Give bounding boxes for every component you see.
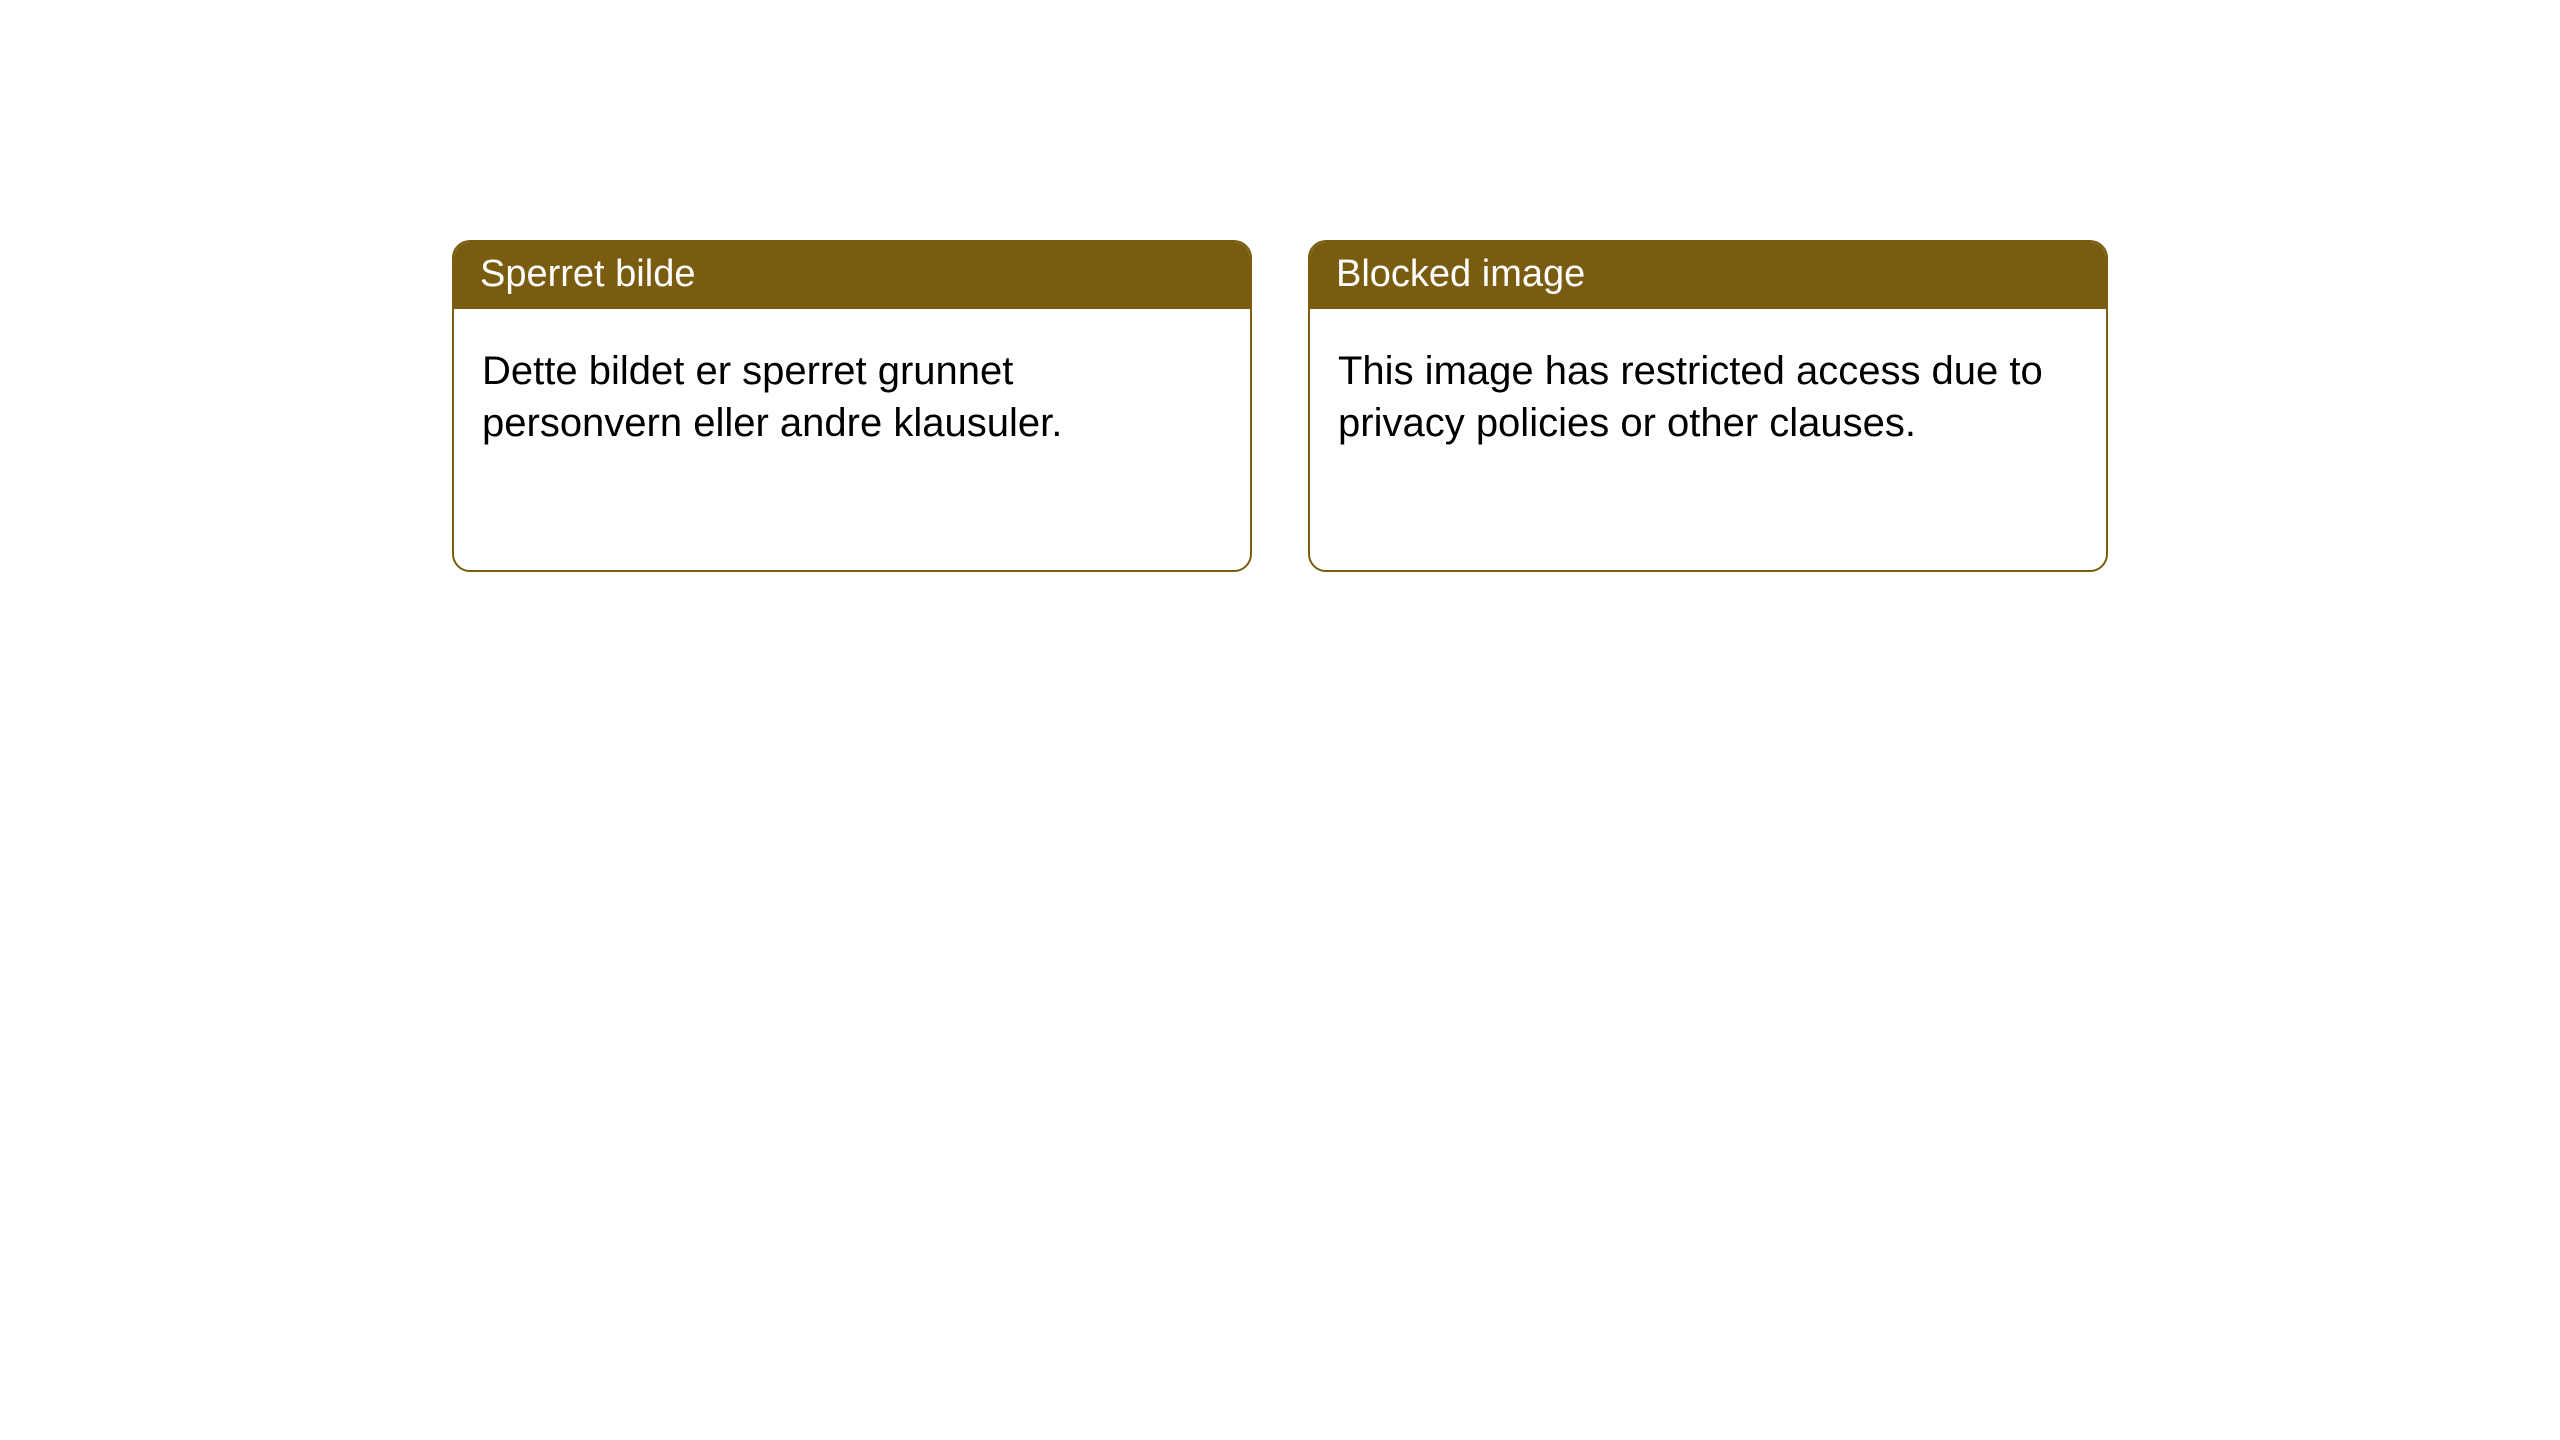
card-title: Blocked image [1336,253,1585,295]
card-header: Sperret bilde [454,242,1250,309]
card-header: Blocked image [1310,242,2106,309]
blocked-image-card-en: Blocked image This image has restricted … [1308,240,2108,572]
card-body: This image has restricted access due to … [1310,309,2106,477]
blocked-image-card-no: Sperret bilde Dette bildet er sperret gr… [452,240,1252,572]
card-message: This image has restricted access due to … [1338,349,2043,445]
notice-container: Sperret bilde Dette bildet er sperret gr… [0,0,2560,572]
card-title: Sperret bilde [480,253,695,295]
card-body: Dette bildet er sperret grunnet personve… [454,309,1250,477]
card-message: Dette bildet er sperret grunnet personve… [482,349,1062,445]
